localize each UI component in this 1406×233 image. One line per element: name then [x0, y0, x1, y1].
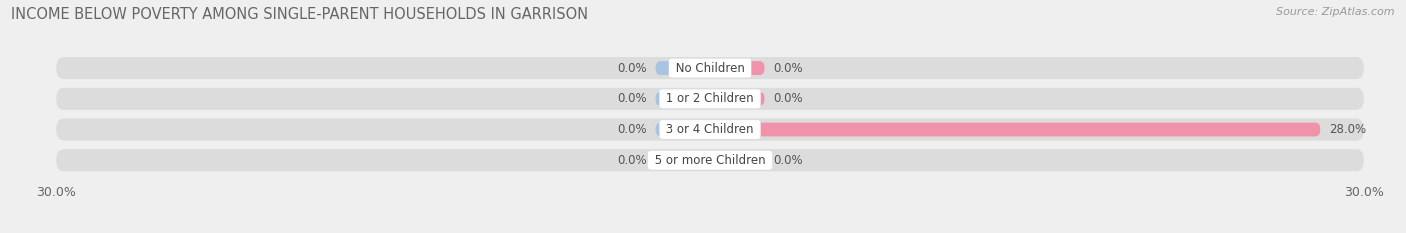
Text: INCOME BELOW POVERTY AMONG SINGLE-PARENT HOUSEHOLDS IN GARRISON: INCOME BELOW POVERTY AMONG SINGLE-PARENT…	[11, 7, 588, 22]
FancyBboxPatch shape	[655, 123, 710, 137]
Text: 0.0%: 0.0%	[617, 62, 647, 75]
Text: 5 or more Children: 5 or more Children	[651, 154, 769, 167]
FancyBboxPatch shape	[56, 57, 1364, 79]
Text: Source: ZipAtlas.com: Source: ZipAtlas.com	[1277, 7, 1395, 17]
Text: 0.0%: 0.0%	[617, 123, 647, 136]
FancyBboxPatch shape	[56, 149, 1364, 171]
FancyBboxPatch shape	[655, 61, 710, 75]
FancyBboxPatch shape	[655, 153, 710, 167]
Text: 0.0%: 0.0%	[617, 154, 647, 167]
FancyBboxPatch shape	[710, 153, 765, 167]
Text: 0.0%: 0.0%	[773, 62, 803, 75]
Text: 0.0%: 0.0%	[773, 92, 803, 105]
FancyBboxPatch shape	[56, 118, 1364, 140]
FancyBboxPatch shape	[710, 123, 1320, 137]
Text: 0.0%: 0.0%	[773, 154, 803, 167]
Text: No Children: No Children	[672, 62, 748, 75]
FancyBboxPatch shape	[56, 88, 1364, 110]
Text: 0.0%: 0.0%	[617, 92, 647, 105]
Text: 3 or 4 Children: 3 or 4 Children	[662, 123, 758, 136]
FancyBboxPatch shape	[710, 61, 765, 75]
FancyBboxPatch shape	[655, 92, 710, 106]
Text: 1 or 2 Children: 1 or 2 Children	[662, 92, 758, 105]
Text: 28.0%: 28.0%	[1329, 123, 1367, 136]
FancyBboxPatch shape	[710, 92, 765, 106]
